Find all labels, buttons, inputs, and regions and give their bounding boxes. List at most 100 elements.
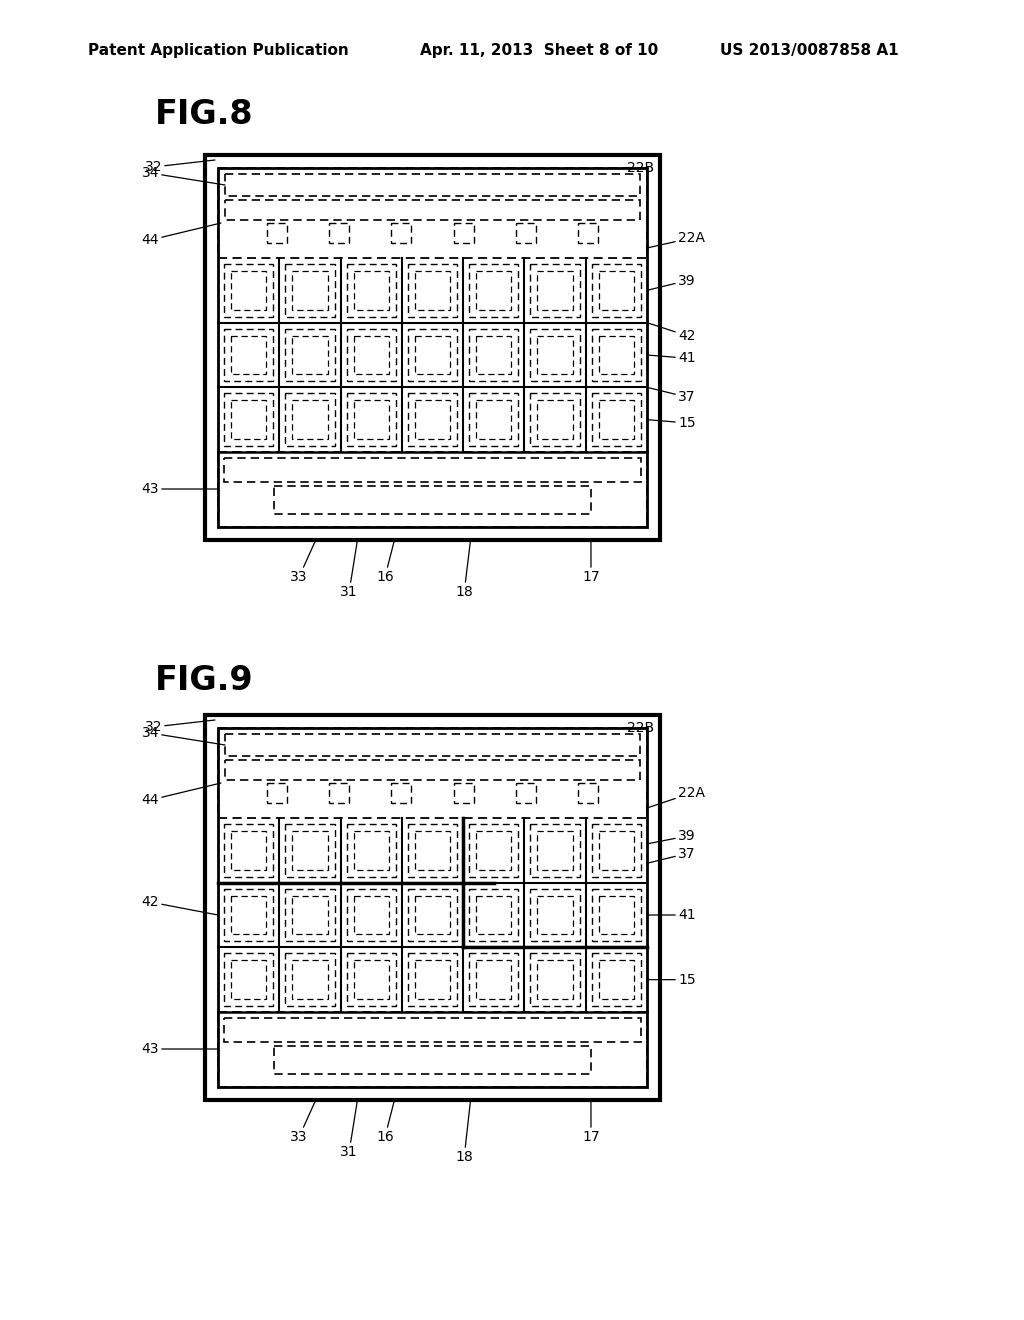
Bar xyxy=(346,264,396,317)
Text: 42: 42 xyxy=(141,895,218,915)
Bar xyxy=(330,223,349,243)
Text: FIG.8: FIG.8 xyxy=(155,99,254,132)
Bar xyxy=(267,783,287,803)
Text: 16: 16 xyxy=(376,540,394,583)
Bar xyxy=(231,271,266,310)
Bar xyxy=(599,335,634,375)
Text: 42: 42 xyxy=(647,322,695,343)
Text: FIG.9: FIG.9 xyxy=(155,664,254,697)
Bar xyxy=(286,888,335,941)
Bar xyxy=(415,335,451,375)
Text: 43: 43 xyxy=(141,482,218,496)
Bar xyxy=(225,734,640,756)
Bar xyxy=(538,335,572,375)
Text: 44: 44 xyxy=(141,783,221,807)
Bar xyxy=(538,961,572,999)
Text: 31: 31 xyxy=(340,1100,358,1159)
Bar xyxy=(346,329,396,381)
Bar xyxy=(286,953,335,1006)
Bar xyxy=(286,329,335,381)
Bar xyxy=(292,335,328,375)
Text: 32: 32 xyxy=(144,160,215,174)
Bar xyxy=(353,400,389,440)
Bar xyxy=(454,783,473,803)
Bar xyxy=(476,832,511,870)
Bar xyxy=(224,264,273,317)
Bar xyxy=(530,953,580,1006)
Bar xyxy=(225,174,640,195)
Bar xyxy=(476,400,511,440)
Bar xyxy=(516,783,536,803)
Text: 17: 17 xyxy=(583,1100,600,1144)
Bar xyxy=(592,888,641,941)
Bar xyxy=(346,888,396,941)
Text: 37: 37 xyxy=(647,846,695,863)
Bar xyxy=(408,329,457,381)
Bar xyxy=(408,888,457,941)
Bar xyxy=(353,832,389,870)
Text: 43: 43 xyxy=(141,1041,218,1056)
Bar xyxy=(469,393,518,446)
Bar xyxy=(599,961,634,999)
Text: 22A: 22A xyxy=(647,785,705,808)
Bar xyxy=(415,896,451,935)
Bar xyxy=(231,400,266,440)
Bar xyxy=(599,271,634,310)
Bar xyxy=(224,329,273,381)
Text: 34: 34 xyxy=(141,166,225,185)
Bar xyxy=(469,953,518,1006)
Bar xyxy=(205,154,660,540)
Bar xyxy=(231,832,266,870)
Bar xyxy=(353,335,389,375)
Bar xyxy=(346,393,396,446)
Bar xyxy=(286,824,335,876)
Bar xyxy=(415,271,451,310)
Text: 16: 16 xyxy=(376,1100,394,1144)
Text: 15: 15 xyxy=(647,416,695,430)
Text: 31: 31 xyxy=(340,540,358,599)
Bar xyxy=(218,729,647,818)
Text: 18: 18 xyxy=(456,1100,473,1164)
Text: 22B: 22B xyxy=(627,161,654,176)
Bar xyxy=(599,832,634,870)
Bar xyxy=(218,168,647,527)
Bar xyxy=(224,458,641,482)
Bar xyxy=(205,715,660,1100)
Bar xyxy=(538,896,572,935)
Bar xyxy=(476,271,511,310)
Bar xyxy=(530,329,580,381)
Bar xyxy=(292,832,328,870)
Text: 41: 41 xyxy=(647,908,695,921)
Bar xyxy=(353,961,389,999)
Bar xyxy=(218,451,647,527)
Bar xyxy=(353,271,389,310)
Bar xyxy=(469,824,518,876)
Bar xyxy=(408,953,457,1006)
Bar xyxy=(391,783,412,803)
Text: 33: 33 xyxy=(291,540,315,583)
Bar xyxy=(538,271,572,310)
Bar xyxy=(592,264,641,317)
Text: 39: 39 xyxy=(647,829,695,843)
Bar xyxy=(218,729,647,1086)
Bar xyxy=(530,824,580,876)
Bar xyxy=(267,223,287,243)
Bar xyxy=(225,760,640,780)
Text: US 2013/0087858 A1: US 2013/0087858 A1 xyxy=(720,42,899,58)
Text: Apr. 11, 2013  Sheet 8 of 10: Apr. 11, 2013 Sheet 8 of 10 xyxy=(420,42,658,58)
Bar xyxy=(530,393,580,446)
Bar xyxy=(224,393,273,446)
Text: 15: 15 xyxy=(647,973,695,986)
Bar xyxy=(476,896,511,935)
Bar xyxy=(530,888,580,941)
Text: 34: 34 xyxy=(141,726,225,744)
Bar xyxy=(599,400,634,440)
Bar xyxy=(224,1018,641,1041)
Bar xyxy=(415,832,451,870)
Text: 32: 32 xyxy=(144,719,215,734)
Bar xyxy=(592,329,641,381)
Bar xyxy=(469,888,518,941)
Text: Patent Application Publication: Patent Application Publication xyxy=(88,42,349,58)
Text: 33: 33 xyxy=(291,1100,315,1144)
Bar xyxy=(224,953,273,1006)
